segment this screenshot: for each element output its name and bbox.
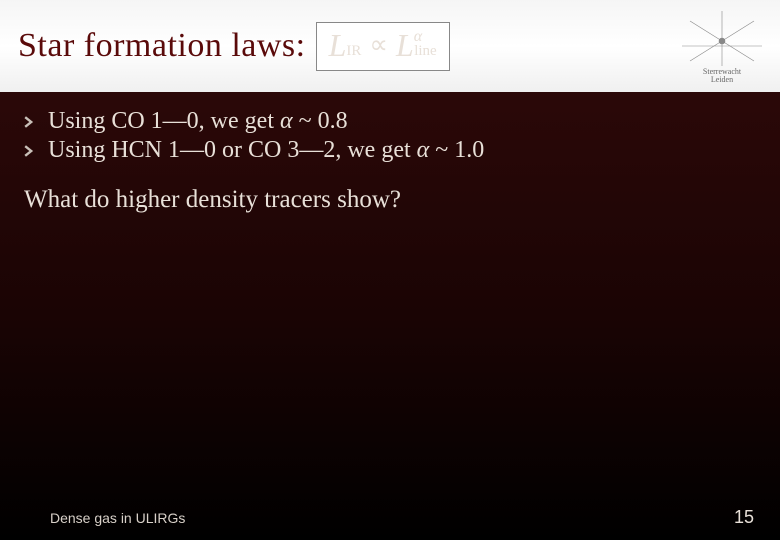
bullet-item: Using HCN 1—0 or CO 3—2, we get α ~ 1.0 xyxy=(24,137,756,164)
header: Star formation laws: LIR ∝ Lαline Sterre… xyxy=(0,0,780,92)
logo-caption-top: Sterrewacht xyxy=(703,67,742,76)
logo-caption-bottom: Leiden xyxy=(711,75,733,84)
question-text: What do higher density tracers show? xyxy=(24,186,756,214)
bullet-prefix: Using CO 1—0, we get xyxy=(48,108,280,134)
footer-left: Dense gas in ULIRGs xyxy=(50,510,185,526)
formula-rhs-sub: line xyxy=(414,43,437,60)
bullet-text: Using CO 1—0, we get α ~ 0.8 xyxy=(48,108,348,135)
bullet-item: Using CO 1—0, we get α ~ 0.8 xyxy=(24,108,756,135)
formula-lhs-sub: IR xyxy=(346,43,361,60)
formula-lhs: L xyxy=(329,27,347,64)
observatory-logo: Sterrewacht Leiden xyxy=(672,6,772,84)
formula-proportional: ∝ xyxy=(369,30,388,60)
alpha-symbol: α xyxy=(280,108,293,134)
formula-rhs: L xyxy=(396,27,414,64)
bullet-prefix: Using HCN 1—0 or CO 3—2, we get xyxy=(48,137,417,163)
chevron-icon xyxy=(24,108,38,135)
alpha-symbol: α xyxy=(417,137,430,163)
slide-title: Star formation laws: xyxy=(18,27,306,65)
footer: Dense gas in ULIRGs 15 xyxy=(0,507,780,528)
bullet-suffix: ~ 1.0 xyxy=(429,137,484,163)
content-area: Using CO 1—0, we get α ~ 0.8 Using HCN 1… xyxy=(0,92,780,540)
slide-number: 15 xyxy=(734,507,754,528)
bullet-suffix: ~ 0.8 xyxy=(293,108,348,134)
formula-box: LIR ∝ Lαline xyxy=(316,22,450,71)
bullet-text: Using HCN 1—0 or CO 3—2, we get α ~ 1.0 xyxy=(48,137,484,164)
bullet-list: Using CO 1—0, we get α ~ 0.8 Using HCN 1… xyxy=(24,108,756,164)
chevron-icon xyxy=(24,137,38,164)
